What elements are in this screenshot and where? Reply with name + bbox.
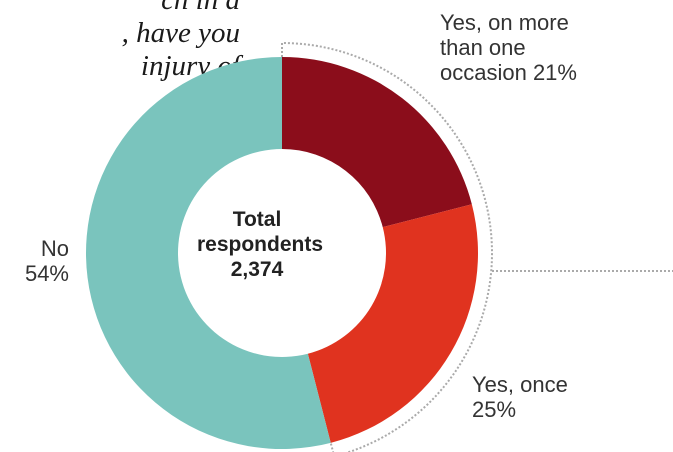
center-total: Total respondents 2,374	[197, 207, 324, 282]
donut-slices	[85, 57, 478, 449]
slice-label-yes-more: Yes, on more than one occasion 21%	[440, 10, 577, 85]
question-line: ch in a	[161, 0, 240, 16]
slice-label-line: Yes, once	[472, 372, 568, 397]
slice-label-line: than one	[440, 35, 526, 60]
slice-label-yes-once: Yes, once 25%	[472, 372, 568, 422]
donut-slice-no	[85, 57, 331, 449]
question-line: , have you	[121, 17, 240, 49]
slice-label-line: 25%	[472, 397, 517, 422]
donut-slice-yes-once	[307, 204, 478, 443]
center-subtitle: respondents	[197, 233, 324, 256]
total-respondents-value: 2,374	[230, 258, 284, 281]
slice-label-line: occasion 21%	[440, 60, 577, 85]
yes-bracket-arc	[281, 41, 493, 452]
donut-slice-yes-on-more-than-one-occasion	[282, 57, 472, 228]
slice-label-no: No 54%	[12, 236, 69, 286]
slice-label-line: No	[40, 236, 69, 261]
slice-label-line: 54%	[24, 261, 69, 286]
center-title: Total	[232, 208, 282, 231]
survey-question: ch in a , have you injury of	[0, 0, 240, 83]
leader-lines	[281, 41, 673, 452]
slice-label-line: Yes, on more	[440, 10, 569, 35]
